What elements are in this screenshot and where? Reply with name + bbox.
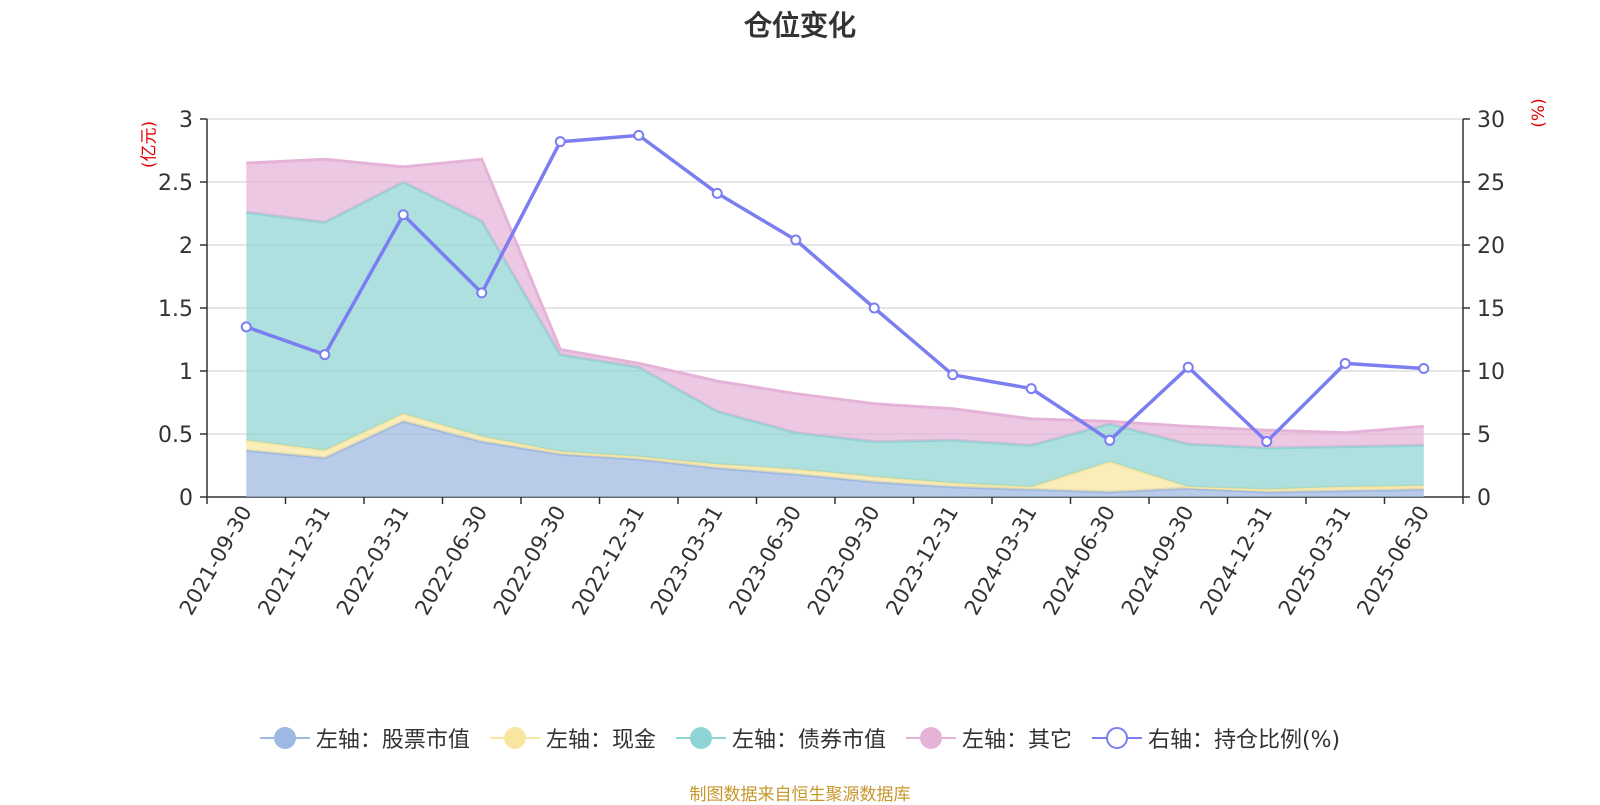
right-axis-tick-label: 10 [1477, 360, 1505, 385]
right-axis-tick-label: 25 [1477, 171, 1505, 196]
x-axis-tick-label: 2023-06-30 [724, 502, 806, 620]
legend-item-cash[interactable]: 左轴：现金 [489, 722, 656, 754]
legend-ratio-marker-icon [1091, 726, 1142, 750]
position-ratio-point [947, 369, 959, 381]
right-axis-tick-label: 15 [1477, 297, 1505, 322]
legend-item-other[interactable]: 左轴：其它 [905, 722, 1072, 754]
left-axis-tick-label: 2.5 [158, 171, 193, 196]
position-ratio-point [868, 302, 880, 314]
area-series-edge-3 [246, 157, 1424, 435]
position-ratio-point [554, 136, 566, 148]
area-series-3 [246, 159, 1424, 448]
source-note: 制图数据来自恒生聚源数据库 [689, 785, 911, 805]
chart-title: 仓位变化 [743, 9, 856, 42]
legend-label-other: 左轴：其它 [961, 728, 1072, 753]
left-axis-tick-label: 0.5 [158, 423, 193, 448]
position-ratio-point [1261, 436, 1273, 448]
x-axis-tick-label: 2025-06-30 [1352, 502, 1434, 620]
legend-label-stock: 左轴：股票市值 [315, 728, 470, 753]
position-ratio-point [240, 321, 252, 333]
x-axis-tick-label: 2024-03-31 [960, 502, 1042, 620]
chart-plot: 00.511.522.530510152025302021-09-302021-… [158, 108, 1505, 620]
position-ratio-point [1104, 434, 1116, 446]
left-axis-tick-label: 1 [179, 360, 193, 385]
right-axis-tick-label: 0 [1477, 486, 1491, 511]
right-axis-tick-label: 20 [1477, 234, 1505, 259]
x-axis-tick-label: 2021-12-31 [253, 502, 335, 620]
x-axis-tick-label: 2025-03-31 [1274, 502, 1356, 620]
left-axis-tick-label: 3 [179, 108, 193, 133]
position-ratio-point [1025, 383, 1037, 395]
left-axis-tick-label: 0 [179, 486, 193, 511]
area-series-1 [246, 413, 1424, 492]
legend-label-position-ratio: 右轴：持仓比例(%) [1147, 728, 1341, 753]
position-ratio-point [397, 209, 409, 221]
x-axis-tick-label: 2024-06-30 [1038, 502, 1120, 620]
legend-label-cash: 左轴：现金 [545, 728, 656, 753]
right-axis-tick-label: 5 [1477, 423, 1491, 448]
legend-item-stock[interactable]: 左轴：股票市值 [259, 722, 470, 754]
position-ratio-point [1339, 357, 1351, 369]
area-series-2 [246, 182, 1424, 490]
legend-other-marker-icon [905, 726, 956, 750]
position-ratio-point [790, 234, 802, 246]
position-ratio-point [1182, 361, 1194, 373]
x-axis-tick-label: 2022-09-30 [489, 502, 571, 620]
position-ratio-point [633, 129, 645, 141]
x-axis-tick-label: 2024-12-31 [1195, 502, 1277, 620]
chart-legend: 左轴：股票市值 左轴：现金 左轴：债券市值 左轴：其它 右轴：持仓比例(%) [0, 722, 1600, 754]
legend-label-bond: 左轴：债券市值 [731, 728, 886, 753]
position-ratio-line [245, 133, 1424, 444]
x-axis-tick-label: 2022-03-31 [332, 502, 414, 620]
legend-bond-marker-icon [675, 726, 726, 750]
legend-item-bond[interactable]: 左轴：债券市值 [675, 722, 886, 754]
position-ratio-point [1418, 362, 1430, 374]
position-ratio-point [319, 349, 331, 361]
position-ratio-point [711, 187, 723, 199]
x-axis-tick-label: 2023-09-30 [803, 502, 885, 620]
left-axis-tick-label: 1.5 [158, 297, 193, 322]
x-axis-tick-label: 2021-09-30 [175, 502, 257, 620]
x-axis-tick-label: 2023-03-31 [646, 502, 728, 620]
x-axis-tick-label: 2024-09-30 [1117, 502, 1199, 620]
x-axis-tick-label: 2023-12-31 [881, 502, 963, 620]
x-axis-tick-label: 2022-12-31 [567, 502, 649, 620]
right-axis-tick-label: 30 [1477, 108, 1505, 133]
area-series-0 [246, 421, 1424, 497]
legend-stock-marker-icon [259, 726, 310, 750]
legend-item-position-ratio[interactable]: 右轴：持仓比例(%) [1091, 722, 1341, 754]
left-axis-tick-label: 2 [179, 234, 193, 259]
x-axis-tick-label: 2022-06-30 [410, 502, 492, 620]
position-ratio-point [476, 287, 488, 299]
legend-cash-marker-icon [489, 726, 540, 750]
